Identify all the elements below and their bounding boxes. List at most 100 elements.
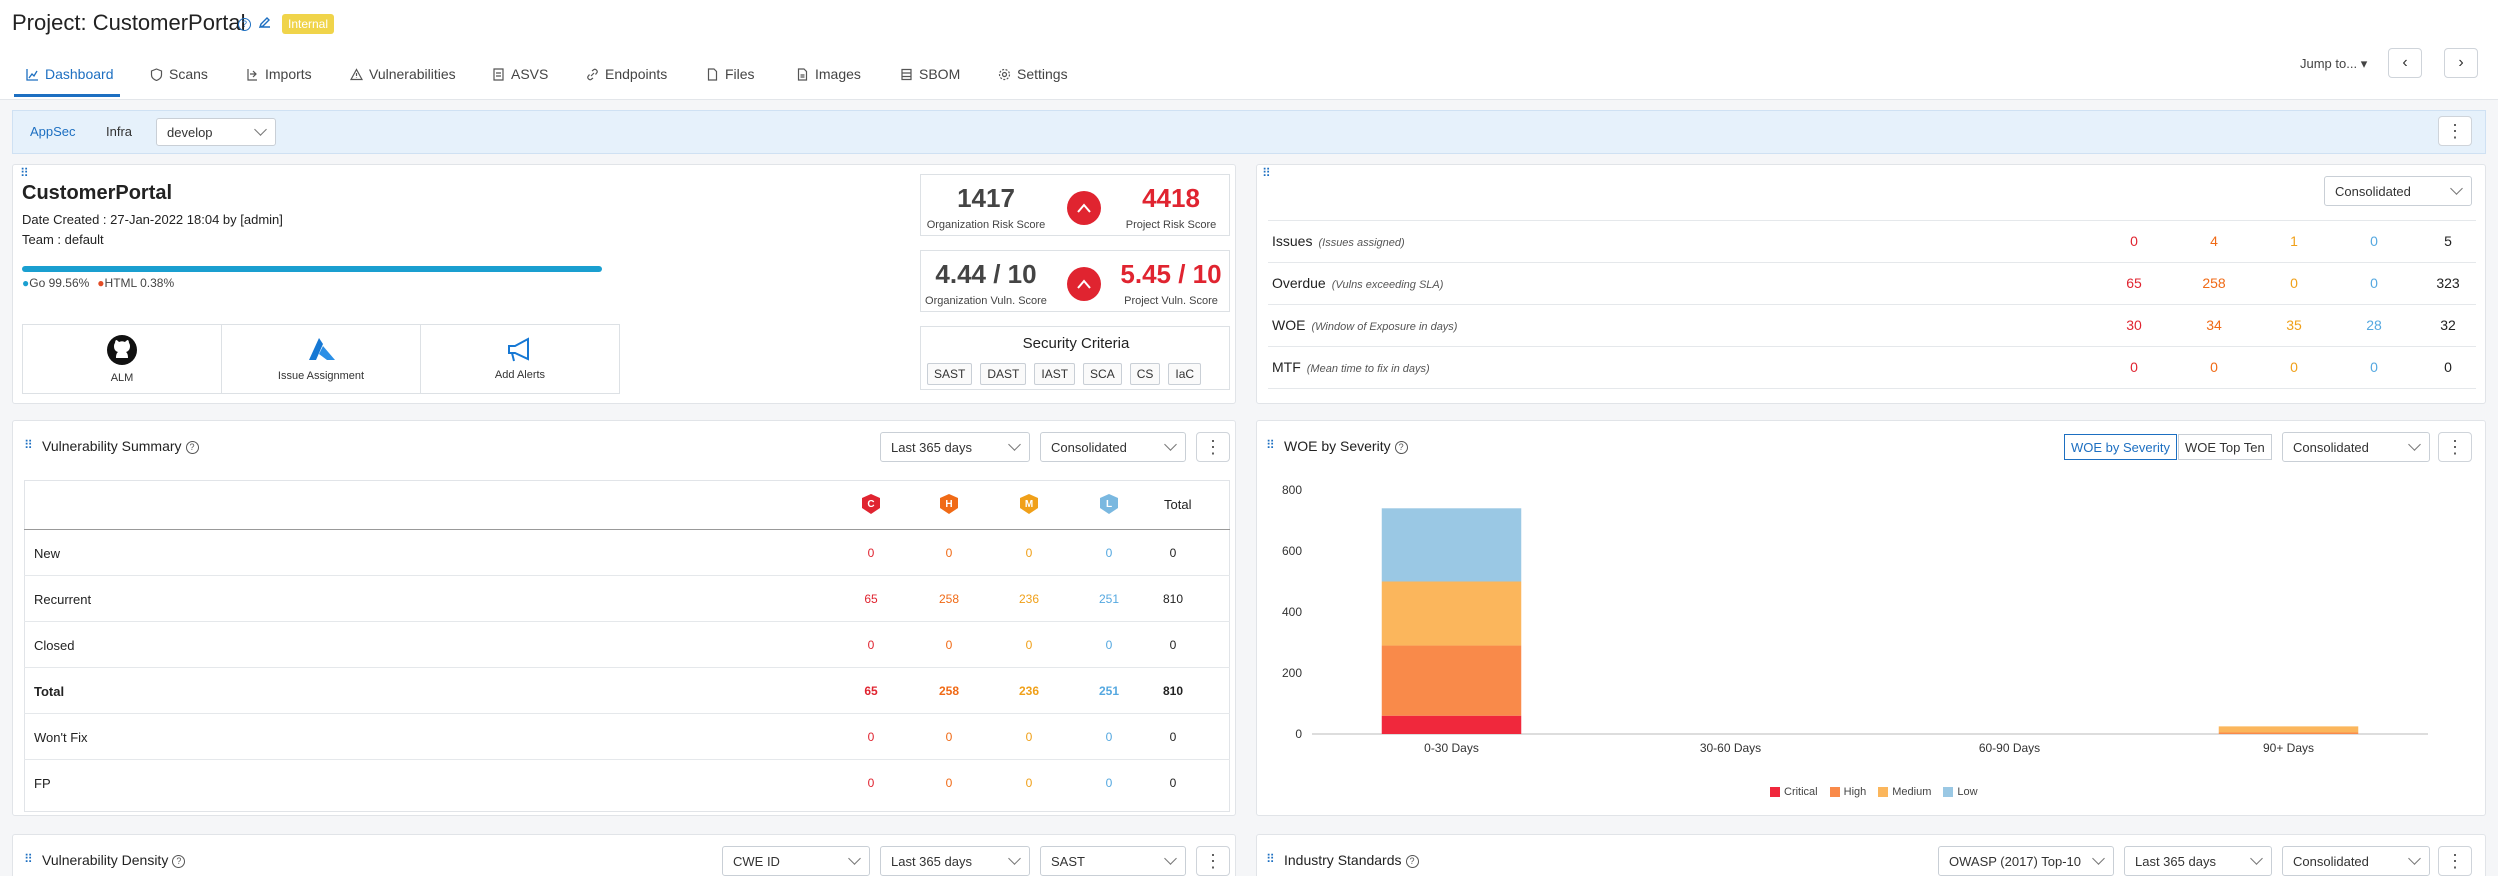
tab-sbom[interactable]: SBOM <box>900 66 960 82</box>
drag-handle-icon[interactable]: ⠿ <box>1266 852 1275 866</box>
criteria-iac: IaC <box>1168 363 1202 385</box>
vuln-summary-menu-button[interactable]: ⋮ <box>1196 432 1230 462</box>
drag-handle-icon[interactable]: ⠿ <box>1262 166 1271 180</box>
critical-count: 0 <box>2130 359 2138 375</box>
tab-vulnerabilities[interactable]: Vulnerabilities <box>350 66 456 82</box>
row-label: MTF (Mean time to fix in days) <box>1272 359 1430 375</box>
density-cwe-select[interactable]: CWE ID <box>722 846 870 876</box>
tab-settings[interactable]: Settings <box>998 66 1068 82</box>
language-bar <box>22 266 602 272</box>
total-count: 0 <box>1169 546 1177 560</box>
drag-handle-icon[interactable]: ⠿ <box>24 852 33 866</box>
help-icon: ? <box>172 854 186 868</box>
criteria-chips: SAST DAST IAST SCA CS IaC <box>927 363 1202 385</box>
woe-mode-select[interactable]: Consolidated <box>2282 432 2430 462</box>
chevron-down-icon <box>1008 852 1021 865</box>
project-vuln-score: 5.45 / 10 <box>1120 259 1222 289</box>
industry-range-select[interactable]: Last 365 days <box>2124 846 2272 876</box>
kebab-icon: ⋮ <box>2446 850 2464 871</box>
criteria-iast: IAST <box>1034 363 1076 385</box>
checklist-icon <box>493 67 504 81</box>
drag-handle-icon[interactable]: ⠿ <box>20 166 29 180</box>
drag-handle-icon[interactable]: ⠿ <box>24 438 33 452</box>
industry-standard-select[interactable]: OWASP (2017) Top-10 <box>1938 846 2114 876</box>
density-range-select[interactable]: Last 365 days <box>880 846 1030 876</box>
woe-by-severity-toggle[interactable]: WOE by Severity <box>2064 434 2177 460</box>
high-count: 258 <box>938 592 960 606</box>
legend-critical[interactable]: Critical <box>1770 786 1818 798</box>
prev-button[interactable]: ‹ <box>2388 48 2422 78</box>
branch-select[interactable]: develop <box>156 118 276 146</box>
chevron-down-icon <box>2092 852 2105 865</box>
table-row: New 0 0 0 0 0 <box>24 530 1230 576</box>
org-vuln-label: Organization Vuln. Score <box>925 295 1047 307</box>
add-alerts-label: Add Alerts <box>494 369 546 381</box>
medium-count: 0 <box>2290 275 2298 291</box>
tab-dashboard[interactable]: Dashboard <box>26 66 114 82</box>
vuln-summary-header: C H M L Total <box>24 480 1230 530</box>
tab-endpoints[interactable]: Endpoints <box>586 66 667 82</box>
mode-value: Consolidated <box>1051 439 1127 455</box>
tab-imports[interactable]: Imports <box>246 66 312 82</box>
active-tab-indicator <box>14 94 120 97</box>
legend-high[interactable]: High <box>1829 786 1866 798</box>
next-button[interactable]: › <box>2444 48 2478 78</box>
gear-icon <box>998 68 1011 80</box>
chevron-down-icon <box>254 123 267 136</box>
drag-handle-icon[interactable]: ⠿ <box>1266 438 1275 452</box>
y-tick-label: 200 <box>1282 666 1302 680</box>
filterbar-menu-button[interactable]: ⋮ <box>2438 116 2472 146</box>
appsec-tab[interactable]: AppSec <box>30 124 76 139</box>
vuln-summary-mode-select[interactable]: Consolidated <box>1040 432 1186 462</box>
table-row-total: Total 65 258 236 251 810 <box>24 668 1230 714</box>
row-label: Issues (Issues assigned) <box>1272 233 1405 249</box>
x-tick-label: 0-30 Days <box>1424 741 1479 755</box>
low-count: 28 <box>2366 317 2382 333</box>
density-menu-button[interactable]: ⋮ <box>1196 846 1230 876</box>
low-count: 0 <box>2370 233 2378 249</box>
critical-count: 0 <box>867 638 875 652</box>
help-icon: ? <box>1405 854 1419 868</box>
visibility-badge: Internal <box>282 14 335 34</box>
jump-to-dropdown[interactable]: Jump to... ▾ <box>2300 56 2368 71</box>
tab-scans[interactable]: Scans <box>150 66 208 82</box>
medium-severity-icon: M <box>1020 494 1038 514</box>
y-tick-label: 400 <box>1282 605 1302 619</box>
help-icon: ? <box>185 440 199 454</box>
low-count: 0 <box>1105 776 1113 790</box>
woe-top-ten-toggle[interactable]: WOE Top Ten <box>2178 434 2272 460</box>
tab-asvs[interactable]: ASVS <box>492 66 548 82</box>
language-legend: ●Go 99.56% ●HTML 0.38% <box>22 276 174 290</box>
tab-images[interactable]: Images <box>796 66 861 82</box>
tab-label: Endpoints <box>605 66 668 82</box>
issues-row: Issues (Issues assigned) 0 4 1 0 5 <box>1268 221 2476 263</box>
help-icon[interactable]: ? <box>234 16 251 32</box>
density-type-select[interactable]: SAST <box>1040 846 1186 876</box>
issue-assignment-button[interactable]: Issue Assignment <box>222 325 421 393</box>
issues-mode-select[interactable]: Consolidated <box>2324 176 2472 206</box>
critical-count: 0 <box>2130 233 2138 249</box>
infra-tab[interactable]: Infra <box>106 124 133 139</box>
tab-files[interactable]: Files <box>706 66 755 82</box>
industry-menu-button[interactable]: ⋮ <box>2438 846 2472 876</box>
chevron-down-icon <box>1164 438 1177 451</box>
language-html: ●HTML 0.38% <box>97 276 175 290</box>
woe-menu-button[interactable]: ⋮ <box>2438 432 2472 462</box>
vuln-density-title: Vulnerability Density? <box>42 852 186 868</box>
org-vuln-score: 4.44 / 10 <box>935 259 1037 289</box>
critical-count: 65 <box>864 684 878 698</box>
top-bar <box>0 0 2498 100</box>
industry-mode-select[interactable]: Consolidated <box>2282 846 2430 876</box>
shield-icon <box>150 67 163 81</box>
edit-icon[interactable] <box>258 15 272 32</box>
legend-medium[interactable]: Medium <box>1878 786 1931 798</box>
github-icon <box>107 335 137 365</box>
legend-low[interactable]: Low <box>1943 786 1978 798</box>
low-count: 251 <box>1098 684 1120 698</box>
vuln-summary-range-select[interactable]: Last 365 days <box>880 432 1030 462</box>
alm-button[interactable]: ALM <box>23 325 222 393</box>
vuln-density-panel <box>12 834 1236 876</box>
kebab-icon: ⋮ <box>1204 850 1222 871</box>
row-label: Total <box>34 684 65 699</box>
add-alerts-button[interactable]: Add Alerts <box>421 325 619 393</box>
